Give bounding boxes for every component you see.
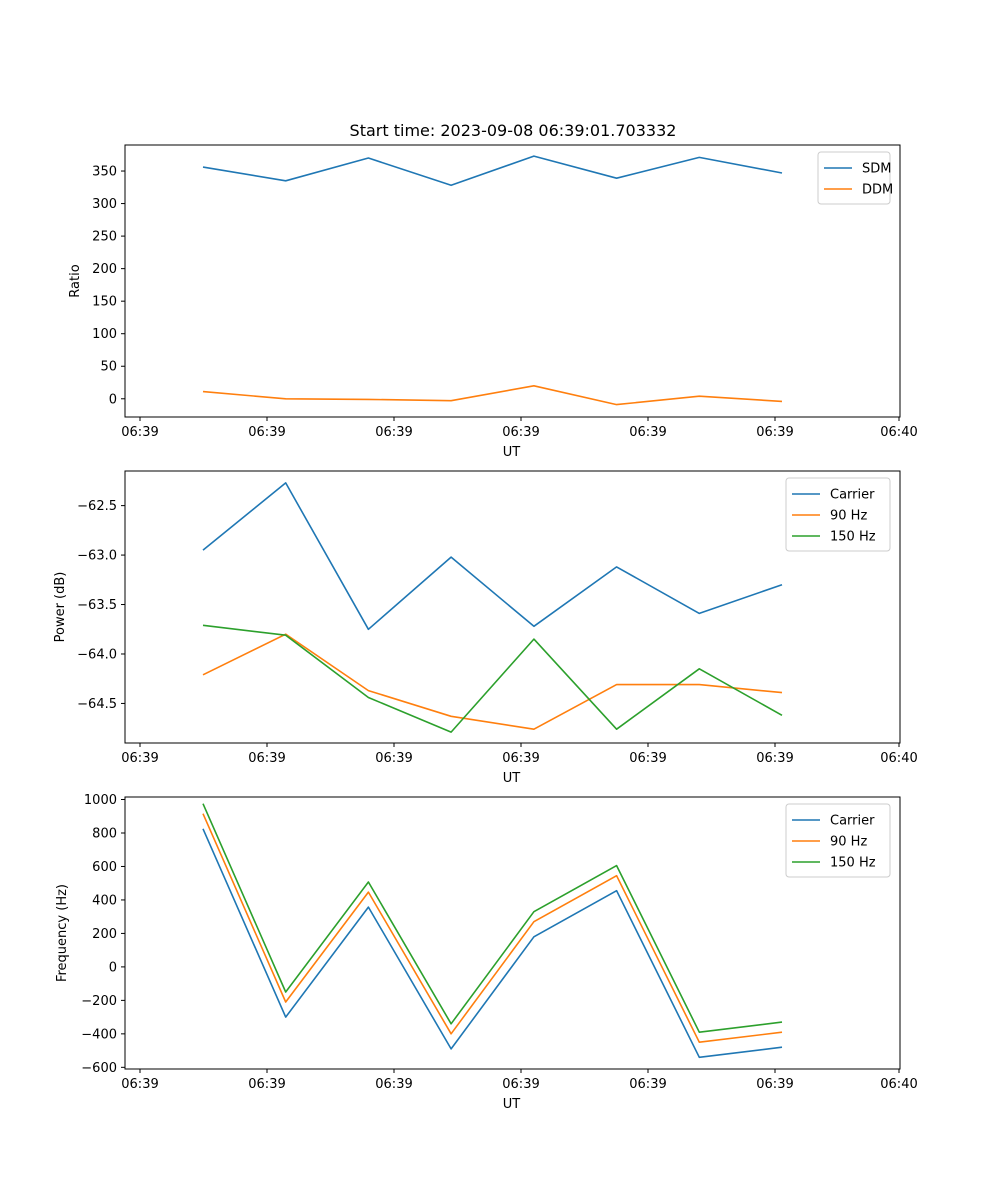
- x-tick-label: 06:39: [756, 751, 793, 766]
- panel-power: −62.5 −63.0 −63.5 −64.0 −64.5 06:39 06:39 06:39…: [53, 470, 918, 786]
- y-tick-label: −200: [81, 994, 117, 1009]
- x-tick-label: 06:39: [375, 751, 412, 766]
- x-tick-label: 06:39: [502, 1077, 539, 1092]
- y-tick-label: −62.5: [77, 499, 117, 514]
- x-tick-label: 06:39: [629, 751, 666, 766]
- plot-frame: [124, 144, 901, 418]
- x-tick-label: 06:39: [375, 1077, 412, 1092]
- y-tick-label: 100: [92, 327, 117, 342]
- series-line: [202, 813, 783, 1043]
- x-tick-label: 06:39: [502, 425, 539, 440]
- series-line: [202, 384, 783, 406]
- y-tick-label: −600: [81, 1061, 117, 1076]
- legend-entry: Carrier: [830, 488, 875, 503]
- legend-box: [785, 803, 891, 878]
- x-tick-label: 06:39: [629, 1077, 666, 1092]
- y-tick-label: 200: [92, 262, 117, 277]
- x-tick-label: 06:39: [121, 425, 158, 440]
- legend-entry: SDM: [862, 162, 891, 177]
- series-line: [202, 803, 783, 1033]
- y-axis-label: Power (dB): [53, 572, 68, 643]
- figure-title: Start time: 2023-09-08 06:39:01.703332: [350, 121, 677, 140]
- series-line: [202, 633, 783, 731]
- panel-ratio: 0 50 100 150 200 250 300 350 06:39 06:39 06:39 06:3…: [68, 144, 918, 460]
- y-tick-label: 50: [100, 360, 117, 375]
- series-line: [202, 482, 783, 631]
- legend-entry: 150 Hz: [830, 856, 876, 871]
- x-tick-label: 06:40: [880, 1077, 917, 1092]
- x-tick-label: 06:39: [756, 425, 793, 440]
- legend-entry: 90 Hz: [830, 835, 867, 850]
- x-tick-label: 06:39: [375, 425, 412, 440]
- x-tick-label: 06:40: [880, 751, 917, 766]
- x-tick-label: 06:39: [248, 751, 285, 766]
- y-axis-label: Ratio: [68, 264, 83, 297]
- y-axis-label: Frequency (Hz): [55, 884, 70, 982]
- x-axis-label: UT: [503, 445, 521, 460]
- y-tick-label: 0: [109, 392, 117, 407]
- y-tick-label: 350: [92, 165, 117, 180]
- y-tick-label: −63.0: [77, 549, 117, 564]
- y-tick-label: −63.5: [77, 598, 117, 613]
- x-tick-label: 06:39: [502, 751, 539, 766]
- legend-box: [785, 477, 891, 552]
- y-tick-label: 600: [92, 860, 117, 875]
- x-tick-label: 06:40: [880, 425, 917, 440]
- x-axis-label: UT: [503, 1097, 521, 1112]
- y-tick-label: 400: [92, 893, 117, 908]
- y-tick-label: 250: [92, 230, 117, 245]
- x-tick-label: 06:39: [121, 751, 158, 766]
- y-tick-label: 0: [109, 960, 117, 975]
- series-line: [202, 624, 783, 733]
- legend-box: [817, 151, 891, 205]
- y-tick-label: 200: [92, 927, 117, 942]
- panel-frequency: 1000 800 600 400 200 0 −200 −400 −600 06:39 06:39 0…: [55, 793, 918, 1112]
- legend-entry: Carrier: [830, 814, 875, 829]
- legend-entry: 90 Hz: [830, 509, 867, 524]
- series-line: [202, 828, 783, 1059]
- x-tick-label: 06:39: [756, 1077, 793, 1092]
- x-tick-label: 06:39: [248, 425, 285, 440]
- plot-frame: [124, 470, 901, 744]
- y-tick-label: −64.0: [77, 647, 117, 662]
- x-tick-label: 06:39: [121, 1077, 158, 1092]
- y-tick-label: 300: [92, 197, 117, 212]
- y-tick-label: −400: [81, 1027, 117, 1042]
- legend-entry: 150 Hz: [830, 530, 876, 545]
- y-tick-label: 1000: [84, 793, 117, 808]
- series-line: [202, 155, 783, 187]
- y-tick-label: 150: [92, 295, 117, 310]
- x-tick-label: 06:39: [248, 1077, 285, 1092]
- y-tick-label: 800: [92, 826, 117, 841]
- legend-entry: DDM: [862, 183, 893, 198]
- plot-frame: [124, 796, 901, 1070]
- y-tick-label: −64.5: [77, 697, 117, 712]
- x-tick-label: 06:39: [629, 425, 666, 440]
- x-axis-label: UT: [503, 771, 521, 786]
